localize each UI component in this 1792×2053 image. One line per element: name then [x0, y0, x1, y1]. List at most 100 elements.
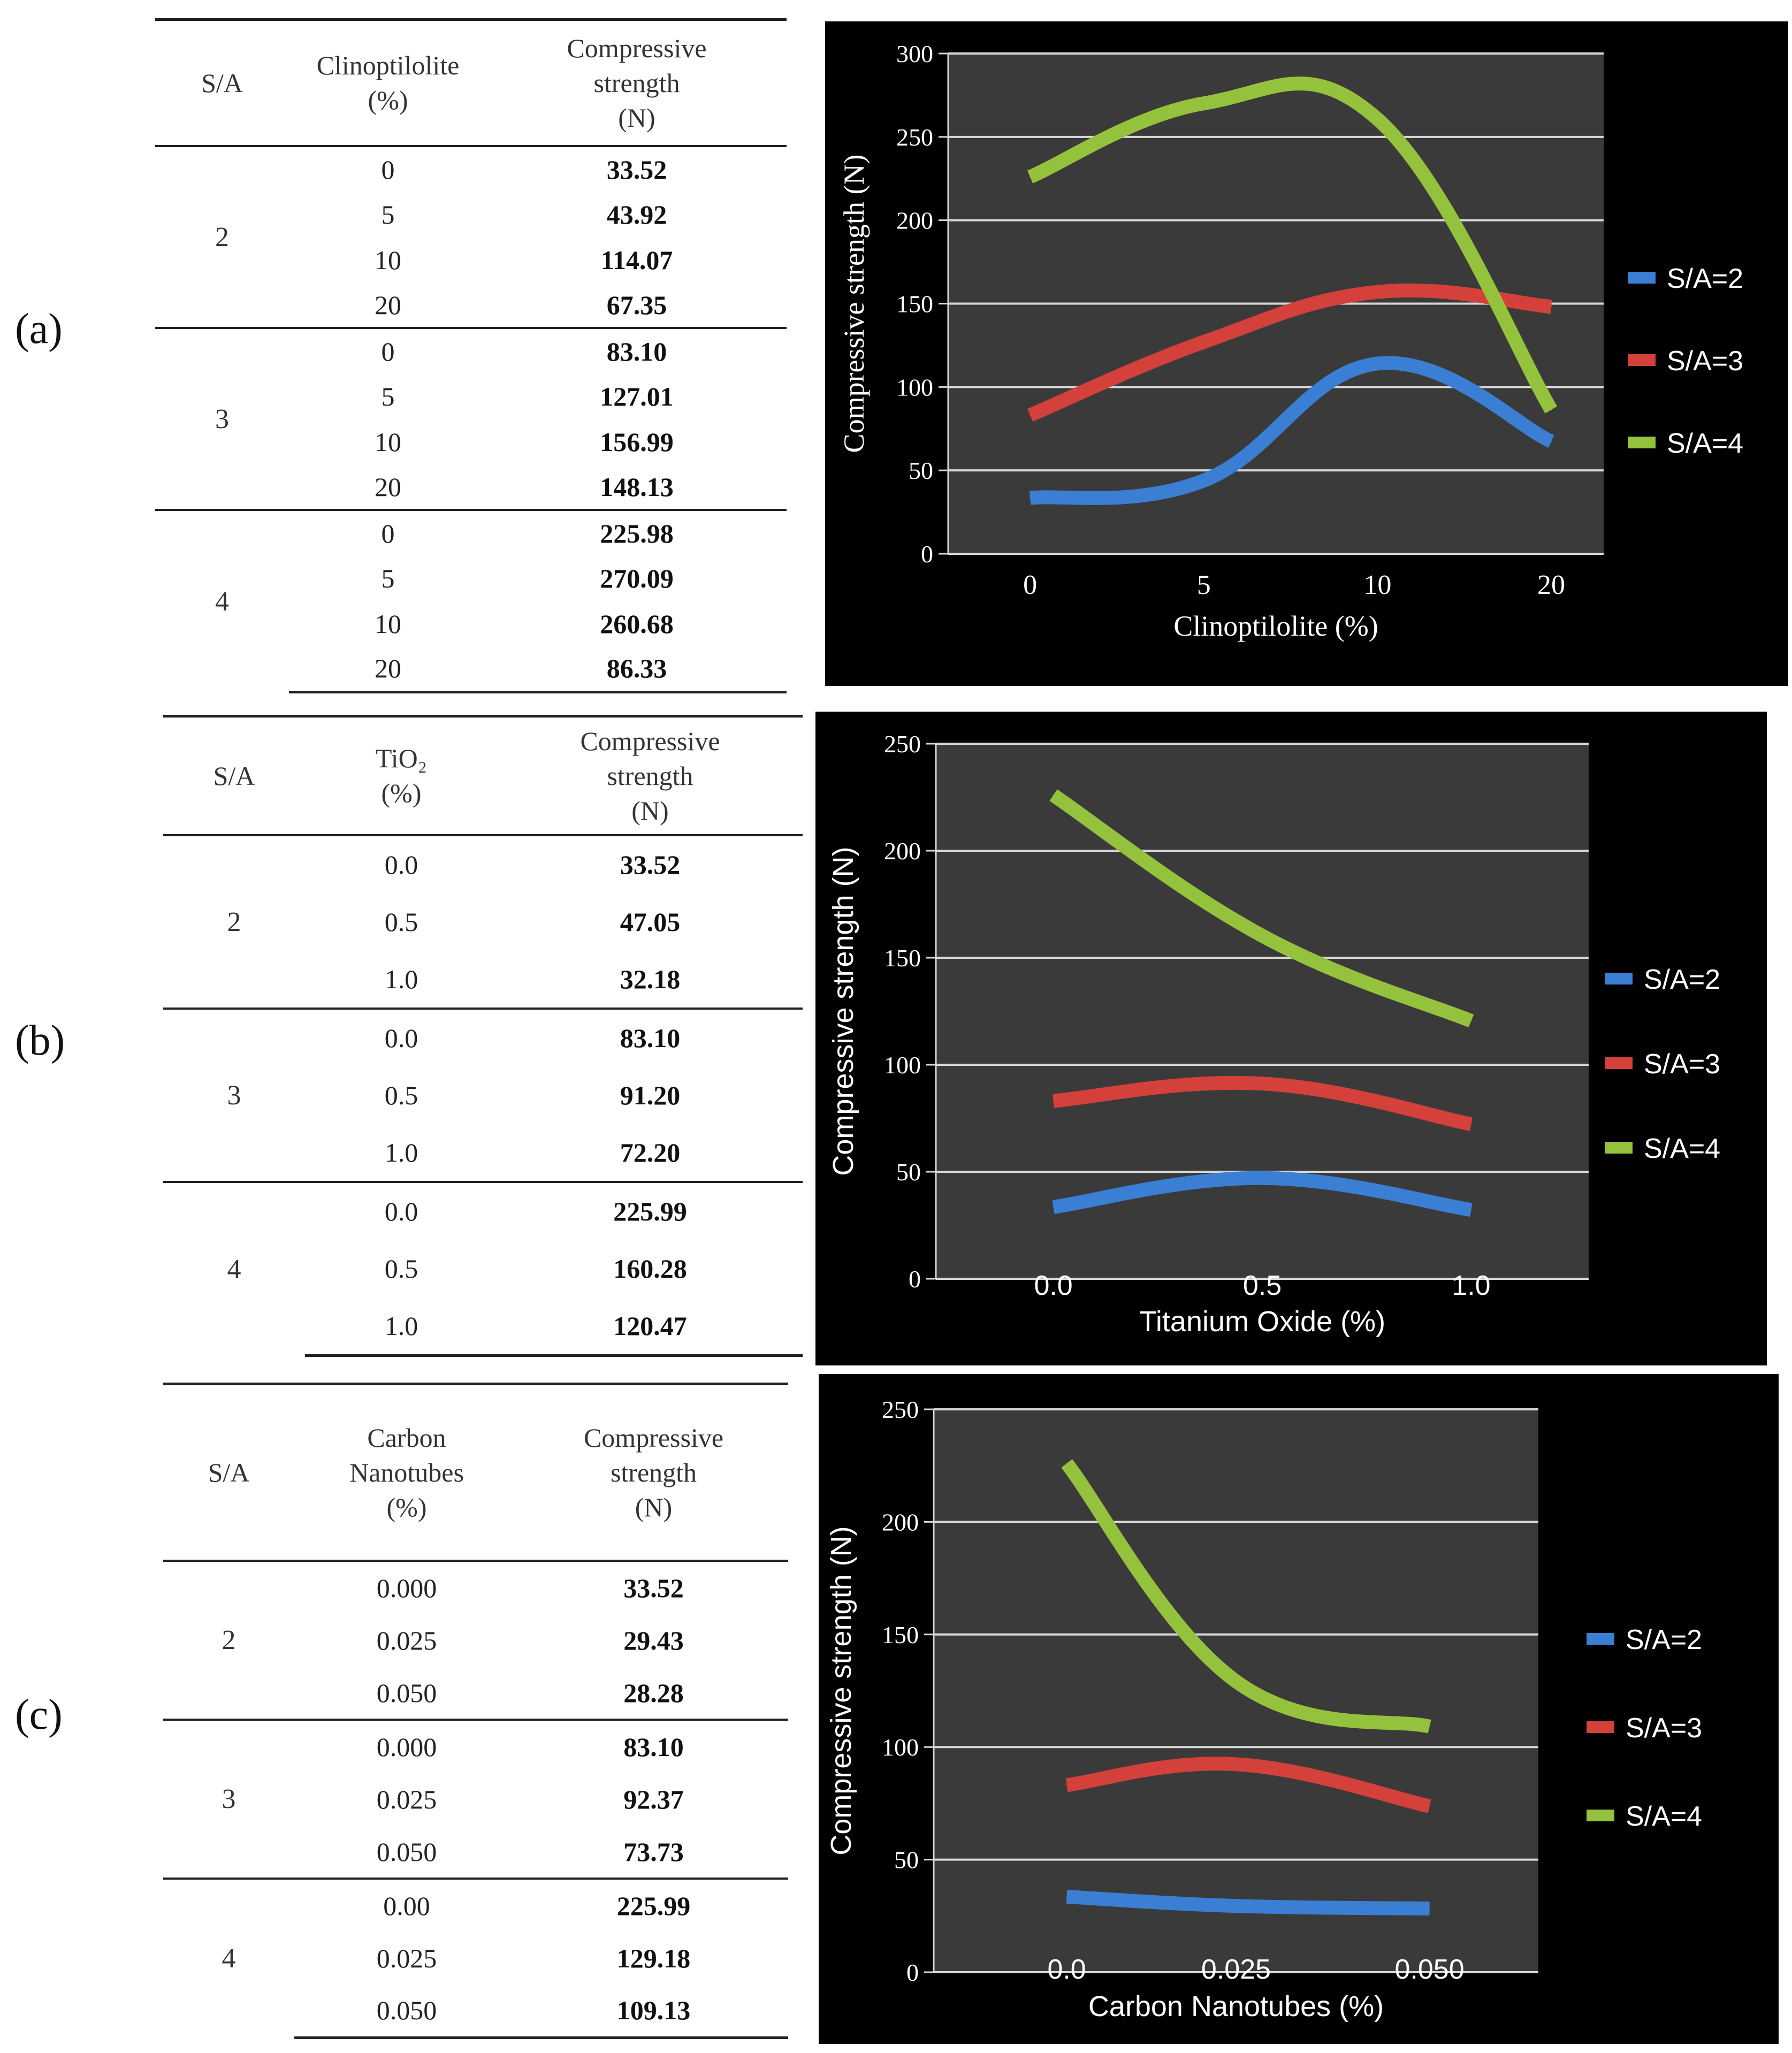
table-row: 0.050 28.28	[163, 1667, 788, 1720]
legend-swatch	[1587, 1633, 1614, 1645]
table-row: 0.5 47.05	[163, 893, 803, 951]
data-table-a: S/A Clinoptilolite (%) Compressive strengt…	[155, 18, 787, 693]
table-row: 3 0.000 83.10	[163, 1719, 788, 1879]
table-row: 3 0 83.10	[155, 327, 787, 510]
data-point	[1262, 935, 1263, 936]
legend-label: S/A=3	[1626, 1713, 1702, 1744]
strength-cell: 92.37	[623, 1784, 684, 1814]
percent-cell: 0.025	[376, 1784, 437, 1814]
y-tick-label: 100	[896, 373, 933, 401]
strength-cell: 43.92	[606, 199, 667, 230]
x-tick-label: 10	[1363, 570, 1391, 600]
table-row: 1.0 72.20	[163, 1124, 803, 1182]
table-row: 5 127.01	[155, 373, 787, 419]
table-row: 4 0.00 225.99	[163, 1878, 788, 2037]
table-row: 20 148.13	[155, 464, 787, 510]
percent-cell: 0.050	[376, 1677, 437, 1708]
series-line-3	[1027, 283, 1552, 422]
data-point	[1551, 409, 1552, 410]
table-header: S/A	[163, 715, 305, 836]
y-tick-label: 0	[921, 540, 933, 568]
table-header: S/A	[163, 1383, 294, 1562]
data-table-c: S/A Carbon Nanotubes (%) Compressive stren…	[163, 1383, 788, 2039]
strength-cell: 33.52	[606, 154, 667, 185]
percent-cell: 5	[381, 381, 395, 411]
strength-cell: 83.10	[519, 1719, 788, 1773]
sa-cell: 2	[215, 222, 229, 253]
table-row: 10 156.99	[155, 419, 787, 464]
table-header: Carbon Nanotubes (%)	[294, 1383, 519, 1562]
data-point	[1429, 1726, 1430, 1727]
legend-swatch	[1587, 1721, 1614, 1733]
sa-cell: 3	[155, 327, 289, 510]
percent-cell: 0.050	[376, 1836, 437, 1867]
x-tick-label: 1.0	[1452, 1270, 1490, 1301]
percent-cell: 0	[289, 509, 487, 555]
percent-cell: 20	[375, 289, 401, 320]
x-tick-label: 0.025	[1201, 1954, 1271, 1985]
y-tick-label: 50	[896, 1158, 921, 1186]
chart-a: 0 50 100 150 200 250 300 0 5 10 20 Clinoptilolite (…	[825, 21, 1788, 686]
percent-cell: 0.5	[384, 1254, 418, 1284]
percent-cell: 0	[289, 327, 487, 373]
y-tick-label: 250	[896, 124, 933, 151]
percent-cell: 0	[381, 154, 395, 185]
table-row: 2 0.000 33.52	[163, 1561, 788, 1656]
table-header: Compressive strength (N)	[498, 715, 803, 836]
legend-swatch	[1628, 354, 1656, 366]
y-tick-label: 0	[906, 1959, 919, 1986]
data-point	[1551, 306, 1552, 308]
series-line-2	[1029, 356, 1554, 505]
data-point	[1377, 291, 1378, 293]
panel-label-a: (a)	[15, 306, 63, 353]
table-row: 5 43.92	[155, 192, 787, 237]
table-row: 0.050 109.13	[163, 1985, 788, 2039]
strength-cell: 109.13	[519, 1985, 788, 2039]
data-point	[1377, 118, 1378, 120]
table-row: 4 0 225.98	[155, 509, 787, 692]
table-row: 20 67.35	[155, 283, 787, 328]
percent-cell: 10	[375, 426, 401, 457]
y-tick-label: 100	[882, 1734, 919, 1761]
y-tick-label: 250	[882, 1396, 919, 1423]
strength-cell: 129.18	[616, 1943, 691, 1973]
table-row: 10 114.07	[155, 237, 787, 283]
plot-area	[936, 744, 1589, 1279]
panel-label-c: (c)	[15, 1691, 63, 1738]
table-header: Compressive strength (N)	[487, 18, 787, 147]
legend-label: S/A=3	[1667, 346, 1743, 377]
plot-area	[934, 1409, 1538, 1972]
data-point	[1377, 363, 1378, 364]
data-point	[1470, 1124, 1472, 1125]
legend-label: S/A=2	[1644, 964, 1720, 995]
data-point	[1236, 1764, 1237, 1765]
percent-cell: 0.050	[294, 1985, 519, 2039]
data-point	[1053, 795, 1054, 796]
series-line-4	[1027, 77, 1558, 414]
table-row: 1.0 32.18	[163, 951, 803, 1009]
percent-cell: 20	[375, 471, 401, 502]
table-row: 20 86.33	[155, 646, 787, 693]
x-axis-label: Carbon Nanotubes (%)	[1088, 1990, 1384, 2023]
percent-cell: 0.000	[376, 1573, 437, 1603]
chart-b: 0 50 100 150 200 250 0.0 0.5 1.0 Titanium Oxide (…	[815, 712, 1767, 1365]
percent-cell: 0.000	[294, 1719, 519, 1773]
data-point	[1236, 1681, 1237, 1682]
percent-cell: 0.025	[376, 1625, 437, 1655]
sa-cell: 2	[222, 1625, 236, 1655]
strength-cell: 83.10	[487, 327, 787, 373]
data-point	[1262, 1177, 1263, 1179]
x-axis-label: Titanium Oxide (%)	[1139, 1306, 1385, 1338]
table-row: 0.025 92.37	[163, 1773, 788, 1826]
data-point	[1203, 103, 1204, 104]
table-row: 2 0.0 33.52	[163, 835, 803, 937]
table-header: Clinoptilolite (%)	[289, 18, 487, 147]
data-point	[1203, 480, 1204, 482]
data-point	[1470, 1020, 1472, 1022]
percent-cell: 0.5	[384, 1080, 418, 1110]
sa-cell: 2	[227, 906, 241, 937]
x-tick-label: 0	[1023, 570, 1037, 600]
y-tick-label: 150	[884, 944, 921, 972]
y-tick-label: 100	[884, 1051, 921, 1079]
table-row: 10 260.68	[155, 601, 787, 646]
